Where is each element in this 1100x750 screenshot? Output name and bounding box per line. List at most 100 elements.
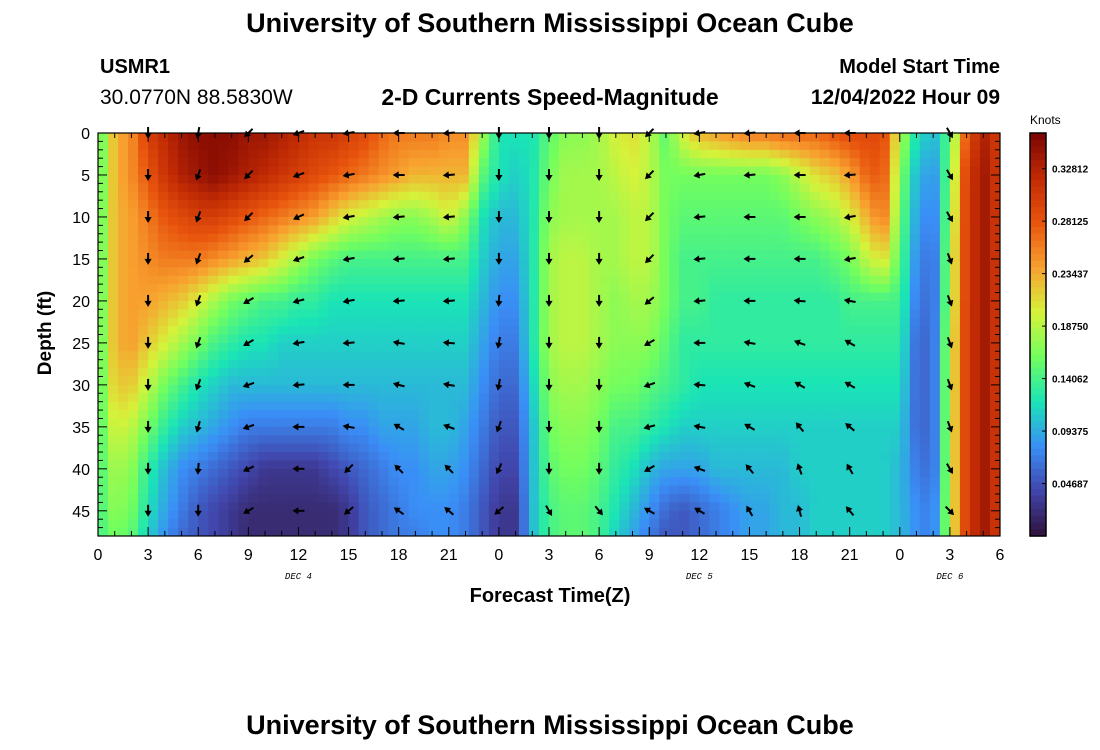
heatmap-cell	[458, 300, 470, 310]
current-arrow	[645, 128, 655, 138]
model-start-label: Model Start Time	[839, 56, 1000, 78]
heatmap-cell	[328, 435, 340, 445]
heatmap-cell	[569, 267, 580, 277]
heatmap-cell	[218, 225, 229, 235]
heatmap-cell	[629, 485, 640, 495]
heatmap-cell	[538, 233, 550, 243]
heatmap-cell	[859, 250, 871, 260]
heatmap-cell	[418, 359, 430, 369]
heatmap-cell	[298, 334, 310, 344]
heatmap-cell	[749, 242, 761, 252]
heatmap-cell	[328, 368, 340, 378]
heatmap-cell	[899, 267, 911, 277]
heatmap-cell	[639, 485, 650, 495]
heatmap-cell	[809, 452, 821, 462]
x-tick-label: 0	[895, 547, 904, 564]
heatmap-cell	[148, 351, 159, 361]
heatmap-cell	[749, 359, 761, 369]
heatmap-cell	[589, 502, 600, 512]
heatmap-cell	[528, 242, 540, 252]
heatmap-cell	[438, 485, 450, 495]
heatmap-cell	[609, 452, 620, 462]
heatmap-cell	[158, 284, 169, 294]
heatmap-cell	[248, 216, 259, 226]
heatmap-cell	[589, 267, 600, 277]
heatmap-cell	[789, 258, 801, 268]
heatmap-cell	[168, 149, 179, 159]
heatmap-cell	[128, 200, 139, 210]
heatmap-cell	[118, 149, 129, 159]
heatmap-cell	[849, 460, 861, 470]
heatmap-cell	[328, 452, 340, 462]
heatmap-cell	[538, 158, 550, 168]
x-tick-label: 21	[440, 547, 458, 564]
arrow-head	[194, 215, 202, 223]
heatmap-cell	[388, 393, 400, 403]
heatmap-cell	[268, 158, 279, 168]
heatmap-cell	[789, 468, 801, 478]
heatmap-cell	[458, 133, 470, 142]
heatmap-cell	[939, 485, 951, 495]
heatmap-cell	[268, 133, 279, 142]
heatmap-cell	[428, 158, 440, 168]
heatmap-cell	[659, 208, 670, 218]
heatmap-cell	[488, 275, 500, 285]
heatmap-cell	[639, 225, 650, 235]
current-arrow	[442, 381, 455, 389]
heatmap-cell	[108, 527, 119, 536]
heatmap-cell	[408, 401, 420, 411]
heatmap-cell	[959, 149, 971, 159]
heatmap-cell	[328, 317, 340, 327]
heatmap-cell	[388, 485, 400, 495]
heatmap-cell	[589, 384, 600, 394]
heatmap-cell	[388, 494, 400, 504]
heatmap-cell	[458, 284, 470, 294]
heatmap-cell	[468, 443, 480, 453]
heatmap-cell	[278, 351, 290, 361]
heatmap-cell	[869, 418, 881, 428]
arrow-head	[194, 299, 202, 307]
heatmap-cell	[719, 468, 730, 478]
heatmap-cell	[739, 342, 751, 352]
heatmap-cell	[408, 519, 420, 529]
heatmap-cell	[759, 284, 771, 294]
heatmap-cell	[458, 267, 470, 277]
heatmap-cell	[939, 393, 951, 403]
heatmap-cell	[839, 502, 851, 512]
heatmap-cell	[368, 435, 380, 445]
heatmap-cell	[719, 216, 730, 226]
heatmap-cell	[478, 133, 490, 142]
heatmap-cell	[498, 166, 510, 176]
heatmap-cell	[378, 267, 390, 277]
heatmap-cell	[388, 292, 400, 302]
heatmap-cell	[508, 401, 520, 411]
heatmap-cell	[859, 368, 871, 378]
heatmap-cell	[689, 133, 700, 142]
heatmap-cell	[288, 317, 300, 327]
arrow-head	[796, 463, 803, 471]
heatmap-cell	[709, 494, 720, 504]
heatmap-cell	[579, 368, 590, 378]
heatmap-cell	[198, 477, 209, 487]
heatmap-cell	[518, 393, 530, 403]
heatmap-cell	[689, 376, 700, 386]
heatmap-cell	[198, 284, 209, 294]
heatmap-cell	[819, 166, 831, 176]
heatmap-cell	[208, 510, 219, 520]
heatmap-cell	[729, 510, 741, 520]
heatmap-cell	[238, 174, 249, 184]
current-arrow	[344, 506, 354, 515]
heatmap-cell	[268, 208, 279, 218]
heatmap-cell	[328, 376, 340, 386]
heatmap-cell	[989, 485, 1000, 495]
heatmap-cell	[358, 174, 370, 184]
heatmap-cell	[569, 334, 580, 344]
heatmap-cell	[679, 191, 690, 201]
heatmap-cell	[769, 485, 781, 495]
heatmap-cell	[428, 435, 440, 445]
heatmap-cell	[869, 359, 881, 369]
heatmap-cell	[538, 342, 550, 352]
heatmap-cell	[188, 359, 199, 369]
heatmap-cell	[388, 267, 400, 277]
heatmap-cell	[398, 216, 410, 226]
